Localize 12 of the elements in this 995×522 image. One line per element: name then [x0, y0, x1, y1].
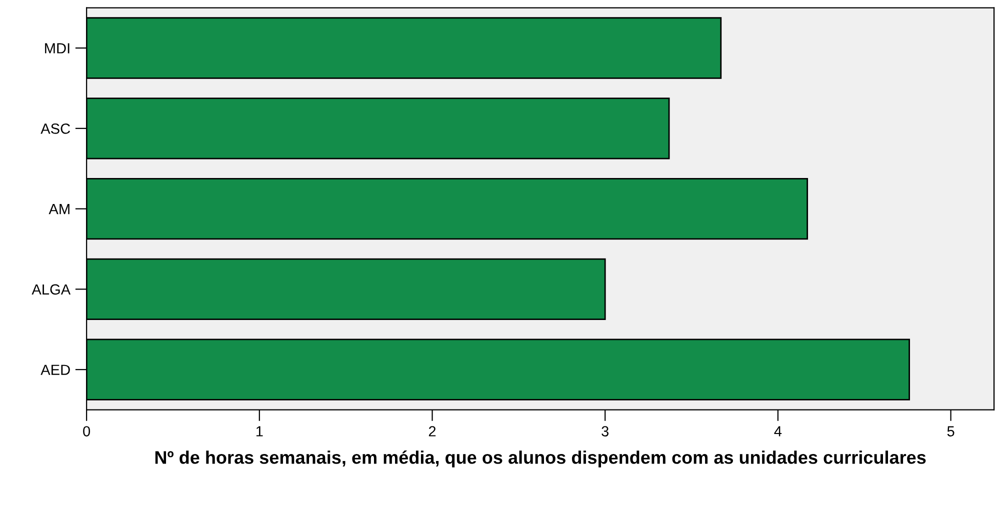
x-tick-label: 5: [947, 426, 954, 436]
y-tick-label: ASC: [40, 124, 70, 134]
y-tick-label: MDI: [45, 43, 70, 54]
x-tick-label: 4: [774, 426, 782, 436]
x-tick-label: 3: [602, 426, 609, 436]
y-tick-label: AED: [40, 364, 70, 375]
y-tick-label: AM: [48, 204, 70, 214]
x-tick-label: 2: [428, 426, 436, 436]
x-tick-label: 0: [83, 426, 90, 436]
x-axis-title: Nº de horas semanais, em média, que os alunos dispendem com as unidades curriculares: [155, 450, 926, 468]
x-tick-label: 1: [256, 426, 263, 436]
y-tick-label: ALGA: [32, 284, 71, 295]
